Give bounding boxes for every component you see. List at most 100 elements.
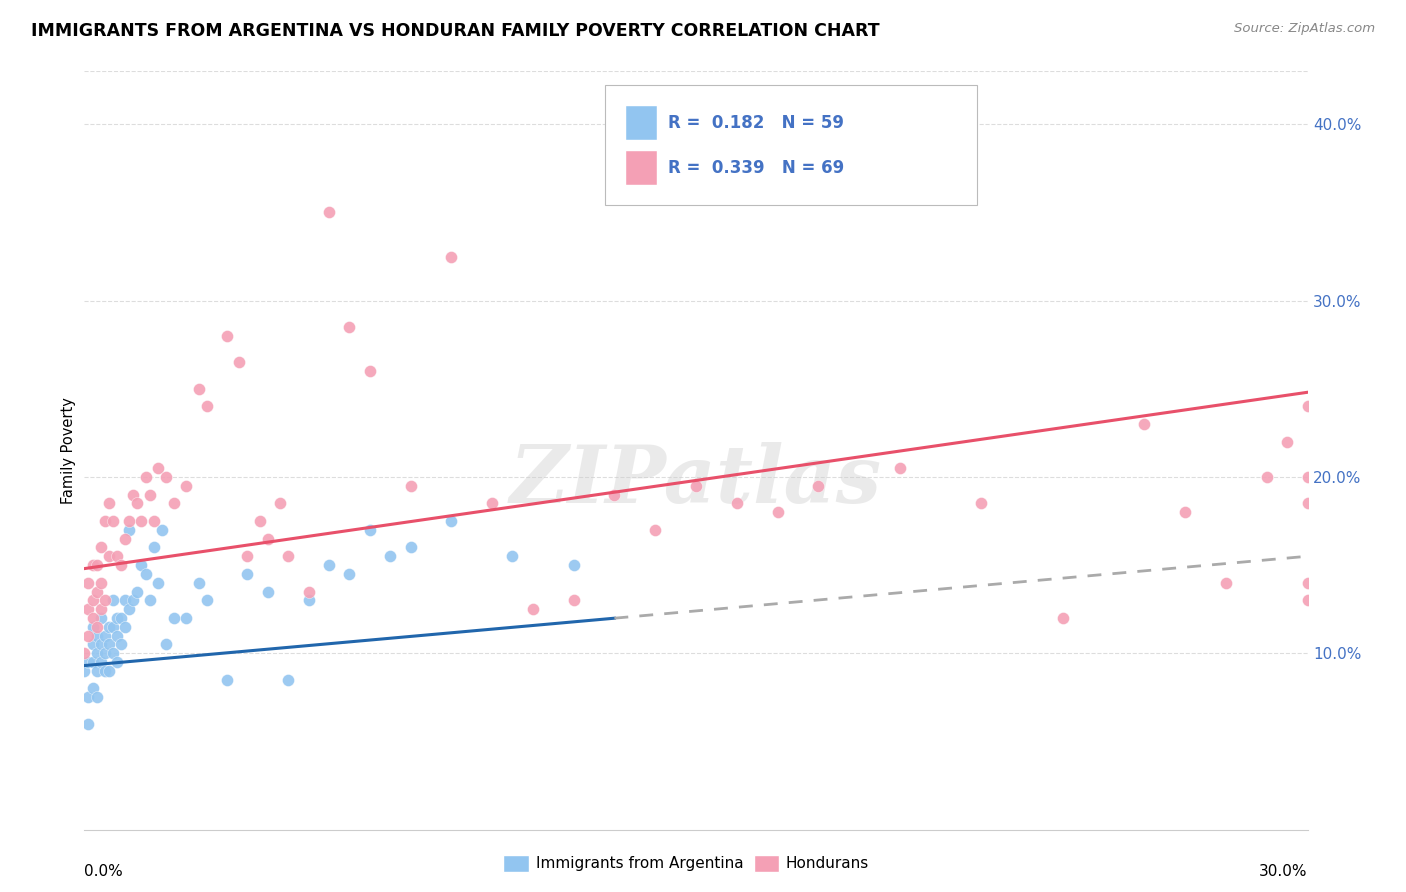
Point — [236, 549, 259, 564]
Point — [339, 320, 361, 334]
Point — [135, 470, 157, 484]
Point — [90, 637, 112, 651]
Point — [1133, 417, 1156, 431]
Point — [86, 646, 108, 660]
Point — [163, 496, 186, 510]
Point — [101, 646, 124, 660]
Point — [93, 593, 115, 607]
Point — [150, 523, 173, 537]
Point — [110, 637, 132, 651]
Point — [110, 558, 132, 572]
Point — [77, 690, 100, 705]
Point — [90, 655, 112, 669]
Text: Source: ZipAtlas.com: Source: ZipAtlas.com — [1234, 22, 1375, 36]
Point — [105, 655, 128, 669]
Point — [93, 664, 115, 678]
Point — [807, 479, 830, 493]
Text: Hondurans: Hondurans — [786, 856, 869, 871]
Point — [562, 558, 585, 572]
Text: R =  0.339   N = 69: R = 0.339 N = 69 — [668, 159, 844, 177]
Point — [163, 611, 186, 625]
Point — [142, 514, 165, 528]
Point — [766, 505, 789, 519]
Point — [105, 549, 128, 564]
Point — [1256, 470, 1278, 484]
Point — [187, 382, 209, 396]
Point — [82, 620, 104, 634]
Point — [82, 558, 104, 572]
Point — [217, 329, 239, 343]
Point — [122, 487, 145, 501]
Point — [146, 575, 169, 590]
Point — [440, 250, 463, 264]
Point — [502, 549, 524, 564]
Point — [522, 602, 544, 616]
Point — [603, 487, 626, 501]
Point — [277, 673, 299, 687]
Point — [155, 637, 177, 651]
Point — [86, 629, 108, 643]
Point — [138, 487, 160, 501]
Point — [127, 584, 149, 599]
Point — [228, 355, 250, 369]
Point — [77, 575, 100, 590]
Point — [318, 558, 340, 572]
Text: 30.0%: 30.0% — [1260, 863, 1308, 879]
Point — [481, 496, 503, 510]
Point — [562, 593, 585, 607]
Point — [1296, 470, 1319, 484]
Point — [73, 646, 96, 660]
Point — [131, 558, 153, 572]
Point — [97, 620, 120, 634]
Point — [142, 541, 165, 555]
Point — [82, 681, 104, 696]
Point — [298, 593, 321, 607]
Point — [86, 584, 108, 599]
Point — [77, 629, 100, 643]
Point — [269, 496, 291, 510]
Point — [97, 637, 120, 651]
Point — [118, 602, 141, 616]
Point — [399, 479, 422, 493]
Point — [90, 611, 112, 625]
Point — [122, 593, 145, 607]
Y-axis label: Family Poverty: Family Poverty — [60, 397, 76, 504]
Point — [146, 461, 169, 475]
Point — [105, 611, 128, 625]
Point — [195, 400, 218, 414]
Point — [82, 637, 104, 651]
Point — [1277, 434, 1299, 449]
Point — [77, 655, 100, 669]
Point — [644, 523, 666, 537]
Point — [93, 629, 115, 643]
Point — [114, 593, 136, 607]
Point — [236, 566, 259, 581]
Point — [1052, 611, 1074, 625]
Point — [1296, 575, 1319, 590]
Point — [114, 620, 136, 634]
Point — [889, 461, 911, 475]
Point — [257, 532, 280, 546]
Point — [86, 558, 108, 572]
Point — [399, 541, 422, 555]
Point — [725, 496, 748, 510]
Point — [82, 593, 104, 607]
Point — [174, 479, 197, 493]
Point — [1296, 400, 1319, 414]
Point — [195, 593, 218, 607]
Point — [86, 664, 108, 678]
Point — [93, 646, 115, 660]
Point — [86, 620, 108, 634]
Point — [101, 620, 124, 634]
Point — [359, 523, 381, 537]
Point — [93, 514, 115, 528]
Point — [101, 593, 124, 607]
Point — [339, 566, 361, 581]
Text: ZIPatlas: ZIPatlas — [510, 442, 882, 519]
Point — [174, 611, 197, 625]
Point — [1215, 575, 1237, 590]
Point — [138, 593, 160, 607]
Point — [217, 673, 239, 687]
Point — [277, 549, 299, 564]
Point — [82, 611, 104, 625]
